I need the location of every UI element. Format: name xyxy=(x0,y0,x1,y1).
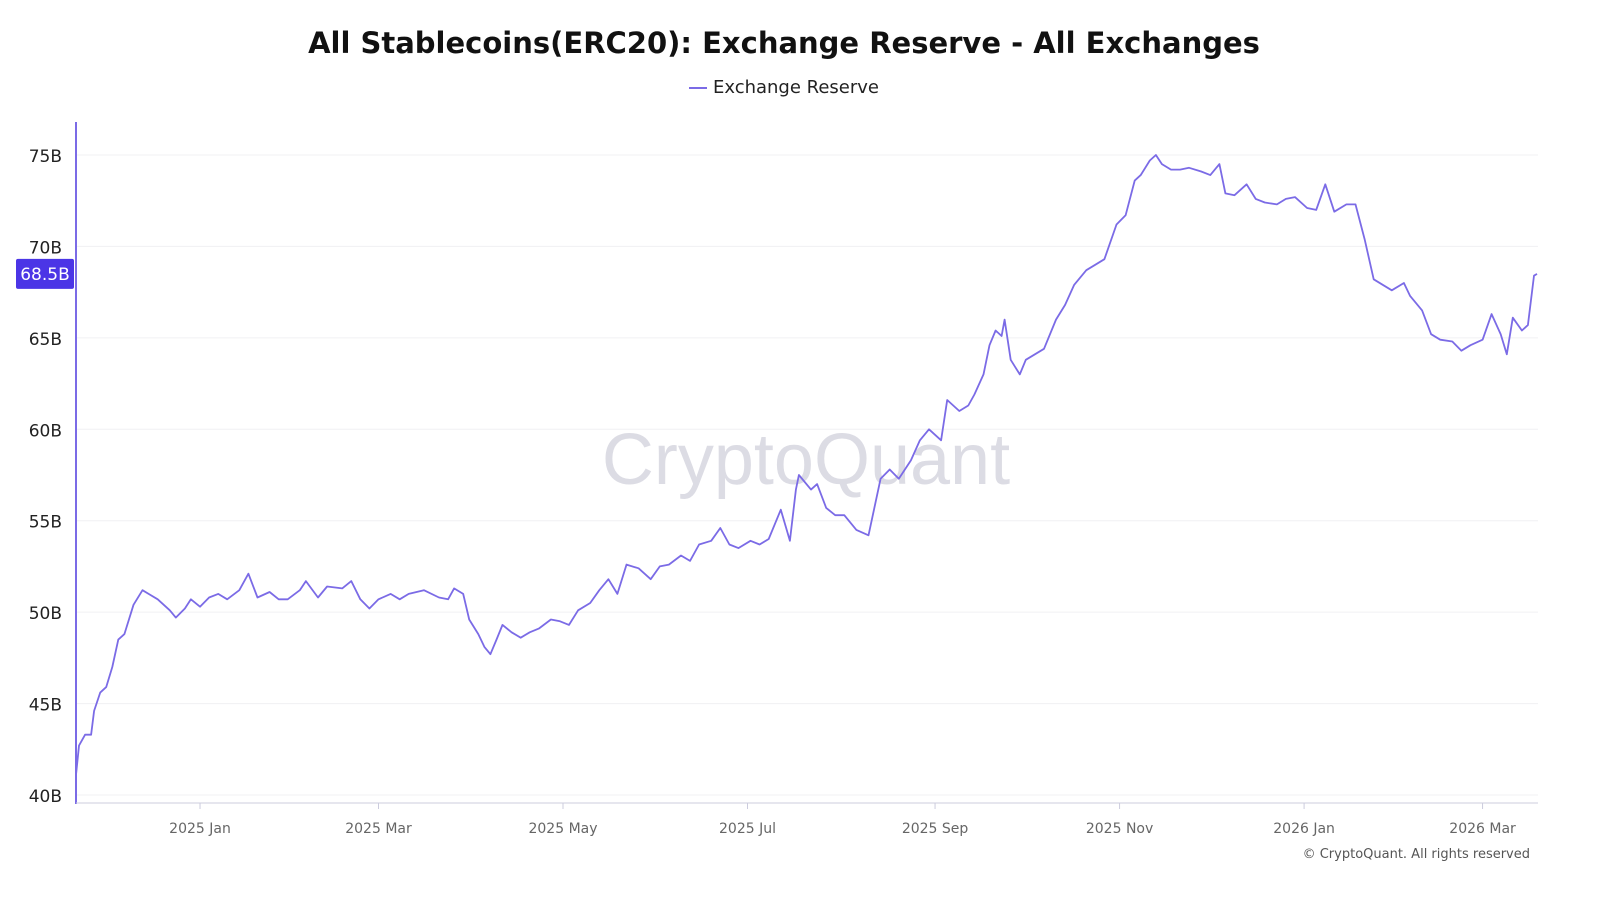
current-value-label: 68.5B xyxy=(20,265,70,285)
y-tick-label: 50B xyxy=(29,604,62,624)
series-line-exchange-reserve xyxy=(75,154,1538,775)
watermark: CryptoQuant xyxy=(602,420,1010,500)
x-tick-label: 2026 Mar xyxy=(1449,821,1516,837)
copyright-footer: © CryptoQuant. All rights reserved xyxy=(1302,847,1530,862)
legend-label: Exchange Reserve xyxy=(712,77,880,98)
x-tick-label: 2025 Mar xyxy=(345,821,412,837)
y-tick-label: 70B xyxy=(29,238,62,258)
x-tick-label: 2025 Sep xyxy=(902,821,969,837)
x-tick-label: 2026 Jan xyxy=(1273,821,1335,837)
x-tick-label: 2025 Jan xyxy=(169,821,231,837)
y-tick-label: 60B xyxy=(29,421,62,441)
y-tick-label: 45B xyxy=(29,696,62,716)
x-tick-label: 2025 Nov xyxy=(1086,821,1153,837)
legend-swatch xyxy=(688,87,707,89)
current-value-marker: 68.5B xyxy=(16,258,74,289)
y-tick-label: 75B xyxy=(29,147,62,167)
chart-title: All Stablecoins(ERC20): Exchange Reserve… xyxy=(308,26,1260,60)
y-tick-label: 65B xyxy=(29,330,62,350)
x-tick-label: 2025 May xyxy=(528,821,597,837)
y-tick-label: 55B xyxy=(29,513,62,533)
legend[interactable]: Exchange Reserve xyxy=(0,77,1568,98)
x-tick-label: 2025 Jul xyxy=(719,821,776,837)
y-tick-label: 40B xyxy=(29,787,62,807)
